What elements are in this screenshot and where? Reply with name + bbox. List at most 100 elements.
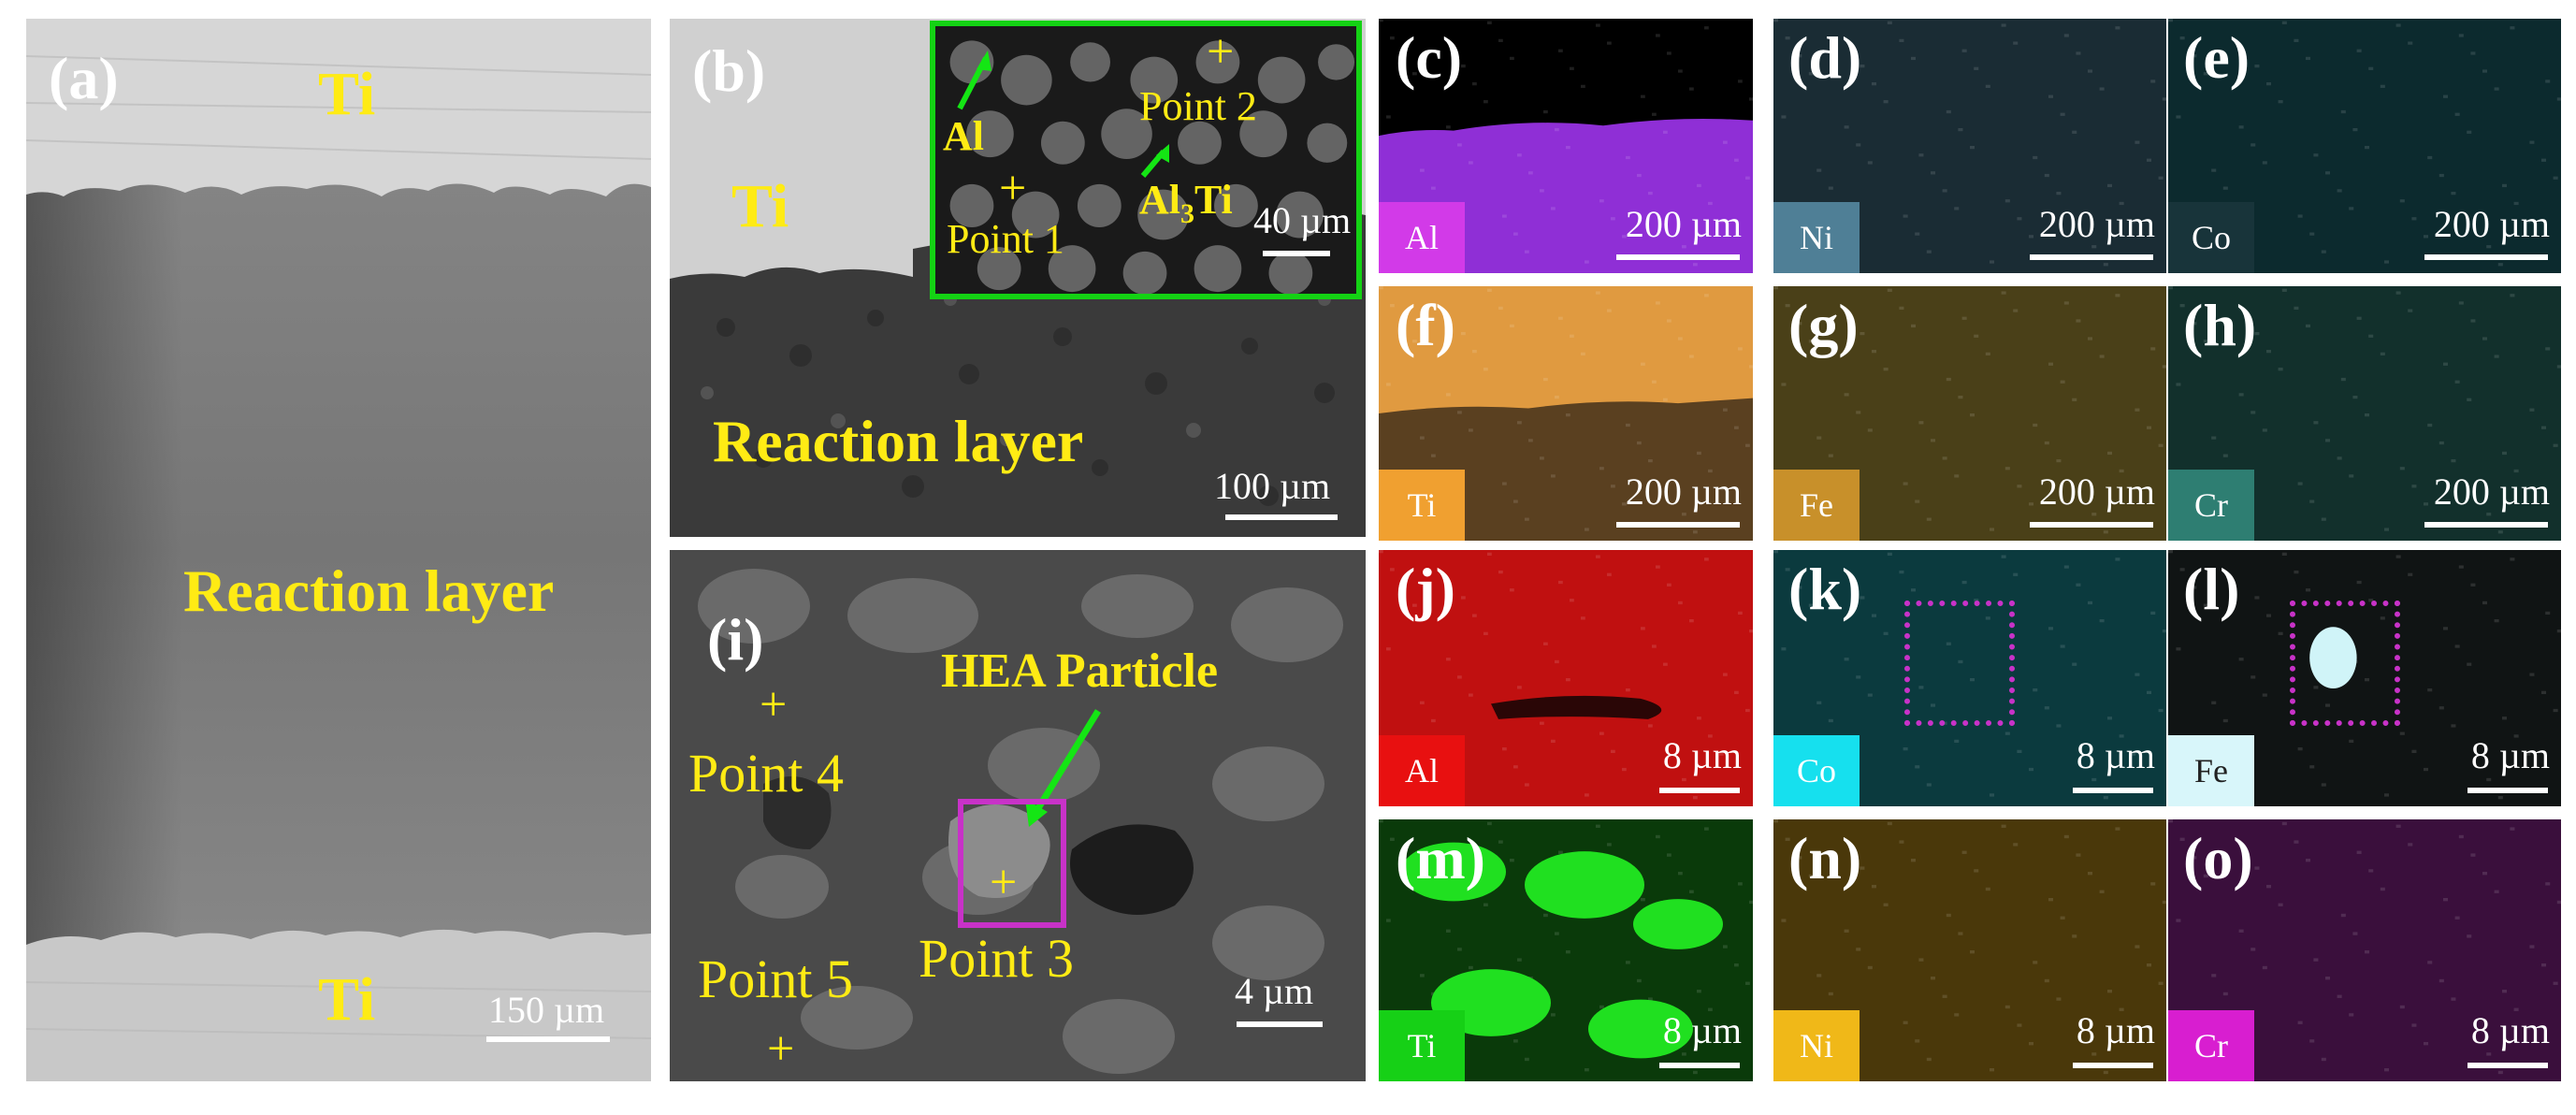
hea-particle-roi [958,799,1066,928]
map-scale-bar [2030,522,2153,528]
map-scale-bar [2467,1063,2548,1068]
panel-i-scale-text: 4 µm [1235,970,1314,1012]
map-panel-label: (g) [1788,292,1859,358]
inset-scale-text: 40 µm [1253,199,1352,241]
map-panel-label: (j) [1396,556,1455,622]
map-roi-box [2290,601,2400,726]
element-tag: Fe [1773,470,1860,541]
hea-particle-label: HEA Particle [941,644,1219,698]
inset-arrows [957,51,1169,178]
map-scale-text: 200 µm [2038,203,2155,245]
map-ni-high-mag: (n) Ni 8 µm [1773,819,2166,1081]
inset-al-label: Al [943,113,984,159]
map-panel-label: (n) [1788,825,1862,891]
inset-al3ti-end: Ti [1194,177,1233,223]
map-panel-label: (m) [1396,825,1485,891]
element-tag: Cr [2168,470,2254,541]
map-scale-bar [2073,788,2153,793]
panel-b-scale-bar [1225,514,1338,520]
map-al-low-mag: (c) Al 200 µm [1379,19,1753,273]
panel-a: (a) Ti Reaction layer Ti 150 µm [26,19,651,1081]
map-ni-low-mag: (d) Ni 200 µm [1773,19,2166,273]
map-scale-text: 200 µm [2038,471,2155,513]
map-scale-bar [2424,522,2548,528]
map-roi-box [1904,601,2015,726]
map-scale-text: 200 µm [1625,203,1742,245]
map-scale-bar [2424,254,2548,260]
panel-a-label: (a) [49,45,119,111]
map-scale-text: 200 µm [1625,471,1742,513]
map-panel-label: (o) [2183,825,2253,891]
panel-a-sem-image [26,19,651,1081]
panel-a-scale-bar [486,1036,610,1042]
panel-b: (b) Ti Reaction layer 100 µm Al Al3Ti Po… [670,19,1366,537]
panel-b-scale-text: 100 µm [1214,465,1331,507]
map-co-high-mag: (k) Co 8 µm [1773,550,2166,806]
inset-al3ti-label: Al3Ti [1139,180,1233,228]
panel-i-label: (i) [707,606,764,673]
map-scale-bar [2467,788,2548,793]
panel-i-sem-image [670,550,1366,1081]
map-scale-text: 8 µm [2076,734,2155,776]
element-tag: Al [1379,735,1465,806]
point5-marker: + [767,1022,795,1076]
map-panel-label: (c) [1396,24,1463,91]
point3-marker: + [990,856,1018,909]
panel-i-scale-bar [1237,1021,1323,1027]
map-al-high-mag: (j) Al 8 µm [1379,550,1753,806]
map-scale-bar [2073,1063,2153,1068]
element-tag: Ti [1379,1010,1465,1081]
map-ti-high-mag: (m) Ti 8 µm [1379,819,1753,1081]
map-co-low-mag: (e) Co 200 µm [2168,19,2561,273]
point3-label: Point 3 [919,928,1074,989]
ti-top-label: Ti [318,60,376,128]
inset-point1-marker: + [999,162,1027,215]
inset-al3ti-sub: 3 [1180,197,1194,229]
map-ti-low-mag: (f) Ti 200 µm [1379,286,1753,541]
panel-i: (i) HEA Particle + Point 3 + Point 4 Poi… [670,550,1366,1081]
map-scale-bar [1659,788,1740,793]
map-scale-bar [1616,254,1740,260]
element-tag: Ti [1379,470,1465,541]
panel-b-label: (b) [692,37,766,104]
map-scale-bar [1659,1063,1740,1068]
map-panel-label: (h) [2183,292,2257,358]
element-tag: Cr [2168,1010,2254,1081]
hea-particle-arrow [1025,709,1101,827]
ti-bottom-label: Ti [318,965,376,1034]
element-tag: Al [1379,202,1465,273]
map-panel-label: (k) [1788,556,1862,622]
map-panel-label: (e) [2183,24,2250,91]
map-image [1379,819,1753,1081]
inset-scale-bar [1263,251,1330,256]
map-scale-text: 200 µm [2433,203,2550,245]
point4-marker: + [760,678,788,731]
reaction-layer-label: Reaction layer [183,558,555,624]
map-scale-text: 8 µm [1662,1009,1742,1051]
reaction-layer-label-b: Reaction layer [713,408,1084,474]
map-scale-bar [2030,254,2153,260]
map-scale-text: 200 µm [2433,471,2550,513]
ti-label-b: Ti [731,172,789,240]
map-cr-high-mag: (o) Cr 8 µm [2168,819,2561,1081]
map-scale-text: 8 µm [2470,1009,2550,1051]
point5-label: Point 5 [698,948,853,1009]
map-scale-text: 8 µm [2076,1009,2155,1051]
inset-al3ti-main: Al [1139,177,1180,223]
inset-image: Al Al3Ti Point 1 Point 2 + + 40 µm [930,21,1362,299]
inset-point2-marker: + [1207,25,1235,79]
element-tag: Co [1773,735,1860,806]
map-scale-text: 8 µm [1662,734,1742,776]
element-tag: Fe [2168,735,2254,806]
panel-a-scale-text: 150 µm [488,989,605,1031]
map-fe-high-mag: (l) Fe 8 µm [2168,550,2561,806]
inset-sem-image [935,26,1356,294]
element-tag: Ni [1773,1010,1860,1081]
element-tag: Ni [1773,202,1860,273]
map-panel-label: (d) [1788,24,1862,91]
map-panel-label: (l) [2183,556,2240,622]
inset-point2-label: Point 2 [1139,83,1257,129]
map-scale-bar [1616,522,1740,528]
map-cr-low-mag: (h) Cr 200 µm [2168,286,2561,541]
map-panel-label: (f) [1396,292,1455,358]
